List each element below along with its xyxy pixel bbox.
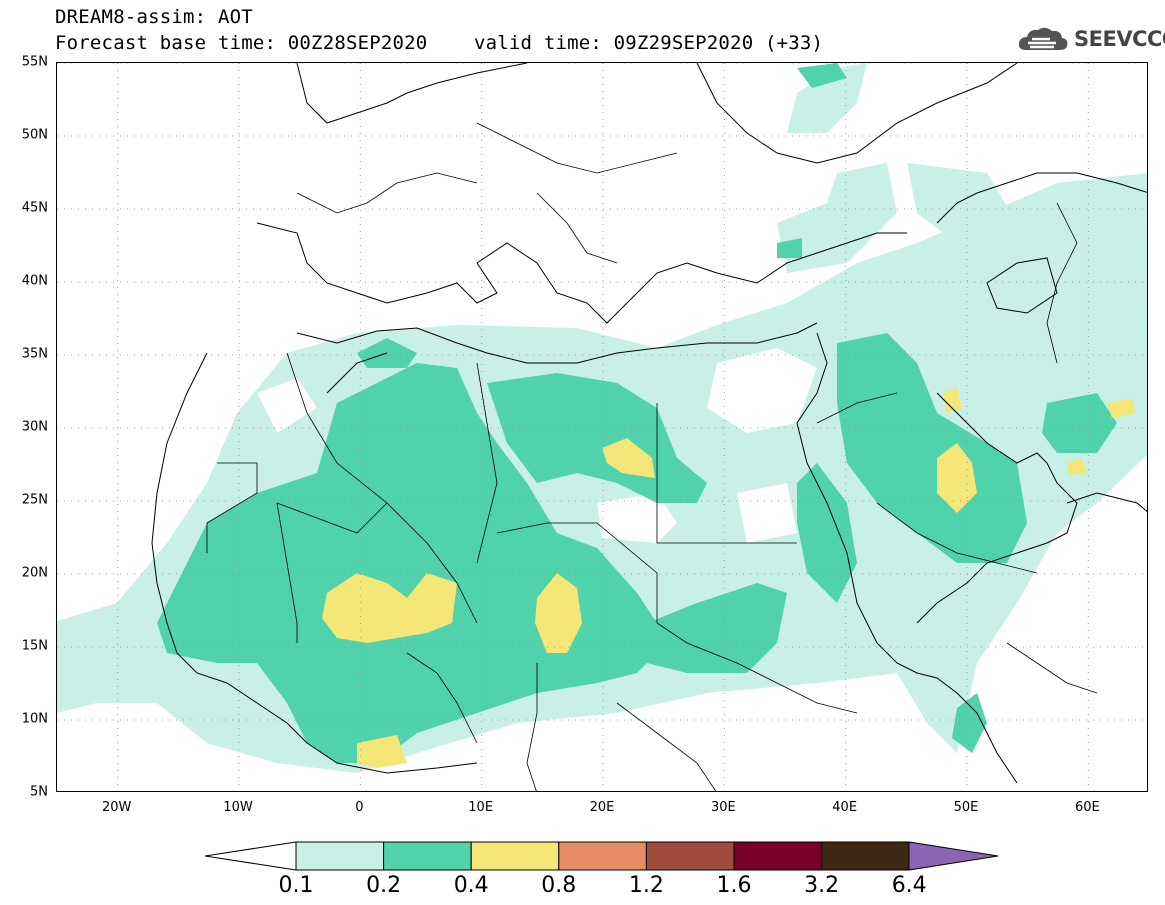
colorbar-label: 0.4 bbox=[453, 873, 489, 898]
lat-tick-label: 10N bbox=[21, 711, 48, 727]
country-borders bbox=[206, 122, 1098, 791]
lon-tick-label: 20E bbox=[589, 800, 615, 815]
colorbar-label: 0.1 bbox=[278, 873, 314, 898]
lon-tick-label: 10W bbox=[223, 800, 253, 815]
colorbar-over-arrow bbox=[908, 841, 999, 871]
aot-band-0.4-0.8 bbox=[322, 388, 1135, 768]
colorbar-box bbox=[295, 841, 385, 871]
colorbar-label: 3.2 bbox=[804, 873, 840, 898]
lon-tick-label: 10E bbox=[468, 800, 494, 815]
aot-map bbox=[57, 63, 1147, 791]
chart-title-line2: Forecast base time: 00Z28SEP2020 valid t… bbox=[55, 32, 824, 54]
colorbar-label: 1.2 bbox=[628, 873, 664, 898]
lat-tick-label: 30N bbox=[21, 419, 48, 435]
map-gridlines bbox=[57, 63, 1147, 791]
colorbar-box bbox=[383, 841, 472, 871]
lon-tick-label: 0 bbox=[355, 800, 364, 815]
colorbar-label: 0.8 bbox=[541, 873, 577, 898]
colorbar bbox=[205, 841, 999, 871]
seevccc-logo: SEEVCCC bbox=[1016, 24, 1165, 54]
lon-tick-label: 30E bbox=[710, 800, 736, 815]
aot-band-0.2-0.4 bbox=[157, 63, 1117, 763]
colorbar-box bbox=[733, 841, 823, 871]
colorbar-box bbox=[645, 841, 735, 871]
lat-tick-label: 40N bbox=[21, 273, 48, 289]
lat-tick-label: 25N bbox=[21, 492, 48, 508]
lat-tick-label: 50N bbox=[21, 127, 48, 143]
lon-tick-label: 50E bbox=[953, 800, 979, 815]
lat-tick-label: 20N bbox=[21, 565, 48, 581]
colorbar-box bbox=[558, 841, 647, 871]
lon-tick-label: 20W bbox=[101, 800, 132, 815]
lat-tick-label: 55N bbox=[21, 54, 48, 70]
map-area bbox=[56, 62, 1148, 792]
coastlines bbox=[151, 63, 1147, 784]
lat-tick-label: 5N bbox=[30, 784, 48, 800]
cloud-icon bbox=[1018, 27, 1068, 50]
lon-tick-label: 60E bbox=[1074, 800, 1100, 815]
logo-text: SEEVCCC bbox=[1074, 27, 1165, 51]
lat-tick-label: 45N bbox=[21, 200, 48, 216]
chart-title-line1: DREAM8-assim: AOT bbox=[55, 6, 253, 28]
colorbar-box bbox=[470, 841, 560, 871]
colorbar-label: 6.4 bbox=[891, 873, 927, 898]
colorbar-box bbox=[821, 841, 910, 871]
lon-tick-label: 40E bbox=[832, 800, 858, 815]
lat-tick-label: 15N bbox=[21, 638, 48, 654]
lat-tick-label: 35N bbox=[21, 346, 48, 362]
colorbar-label: 0.2 bbox=[366, 873, 402, 898]
colorbar-under-arrow bbox=[205, 841, 297, 871]
colorbar-label: 1.6 bbox=[716, 873, 752, 898]
